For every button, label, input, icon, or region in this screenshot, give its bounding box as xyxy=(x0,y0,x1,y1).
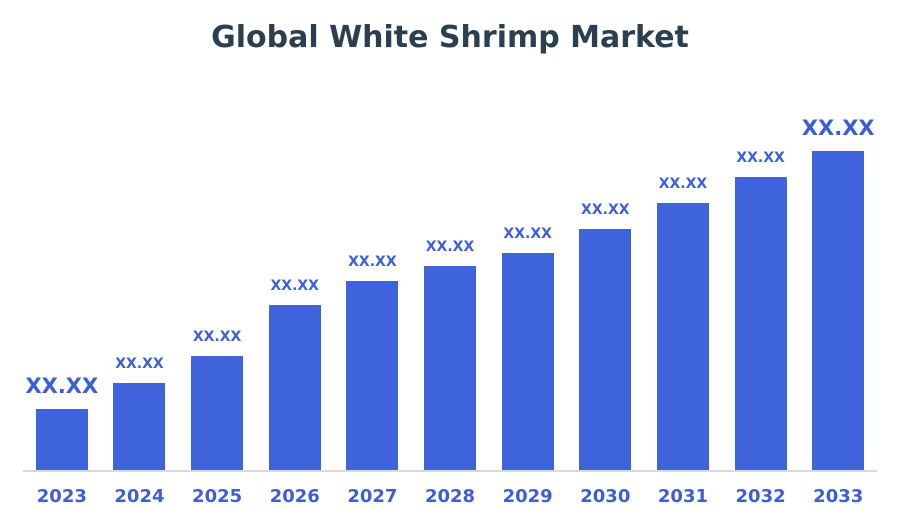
bar-value-label-2027: XX.XX xyxy=(348,254,397,270)
bar-2026 xyxy=(268,305,321,471)
bar-group-2031: XX.XX xyxy=(644,0,722,471)
bar-value-label-2032: XX.XX xyxy=(736,150,785,166)
bar-2031 xyxy=(656,203,709,471)
bar-2033 xyxy=(812,151,865,471)
bar-value-label-2033: XX.XX xyxy=(801,116,875,140)
bar-group-2027: XX.XX xyxy=(334,0,412,471)
bar-value-label-2030: XX.XX xyxy=(581,202,630,218)
x-axis-label-2026: 2026 xyxy=(269,486,320,507)
chart-title: Global White Shrimp Market xyxy=(211,20,689,55)
x-axis-label-2023: 2023 xyxy=(36,486,87,507)
bar-value-label-2026: XX.XX xyxy=(270,278,319,294)
bar-value-label-2025: XX.XX xyxy=(192,329,242,345)
x-axis-label-2027: 2027 xyxy=(347,486,398,507)
plot-area: XX.XX XX.XX XX.XX XX.XX XX.XX XX.XX XX.XX XX.XX… xyxy=(23,0,877,471)
bar-value-label-2023: XX.XX xyxy=(25,374,99,398)
x-axis-label-2024: 2024 xyxy=(114,486,165,507)
bar-2032 xyxy=(734,177,787,471)
bars-row: XX.XX XX.XX XX.XX XX.XX XX.XX XX.XX XX.XX XX.XX… xyxy=(23,0,877,471)
bar-2025 xyxy=(191,356,244,471)
bar-group-2023: XX.XX xyxy=(23,0,101,471)
x-axis-label-2029: 2029 xyxy=(502,486,553,507)
x-axis-label-2031: 2031 xyxy=(657,486,708,507)
bar-group-2032: XX.XX xyxy=(722,0,800,471)
x-axis-line xyxy=(23,470,877,472)
x-axis-label-2030: 2030 xyxy=(580,486,631,507)
bar-group-2026: XX.XX xyxy=(256,0,334,471)
bar-2027 xyxy=(346,281,399,471)
bar-group-2029: XX.XX xyxy=(489,0,567,471)
x-axis-label-2025: 2025 xyxy=(192,486,243,507)
x-axis-label-2032: 2032 xyxy=(735,486,786,507)
bar-group-2030: XX.XX xyxy=(566,0,644,471)
bar-value-label-2029: XX.XX xyxy=(503,226,552,242)
bar-value-label-2031: XX.XX xyxy=(658,176,708,192)
bar-2028 xyxy=(424,266,477,471)
bar-2024 xyxy=(113,383,166,471)
x-axis-label-2033: 2033 xyxy=(813,486,864,507)
bar-group-2025: XX.XX xyxy=(178,0,256,471)
x-axis: 2023 2024 2025 2026 2027 2028 2029 2030 2031 2032… xyxy=(23,486,877,507)
x-axis-label-2028: 2028 xyxy=(424,486,476,507)
bar-value-label-2028: XX.XX xyxy=(425,239,475,255)
bar-2023 xyxy=(35,409,88,471)
bar-2030 xyxy=(579,229,632,471)
bar-group-2028: XX.XX xyxy=(411,0,489,471)
bar-group-2033: XX.XX xyxy=(799,0,877,471)
bar-value-label-2024: XX.XX xyxy=(115,356,164,372)
bar-group-2024: XX.XX xyxy=(101,0,179,471)
bar-2029 xyxy=(501,253,554,471)
